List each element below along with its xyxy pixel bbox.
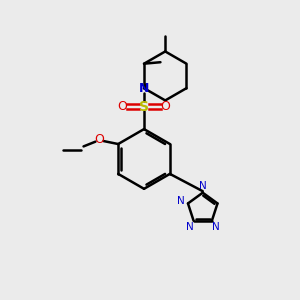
Text: S: S: [139, 100, 149, 114]
Text: N: N: [212, 222, 220, 232]
Text: N: N: [177, 196, 185, 206]
Text: O: O: [118, 100, 128, 113]
Text: N: N: [139, 82, 149, 95]
Text: N: N: [185, 222, 193, 232]
Text: N: N: [199, 181, 207, 190]
Text: O: O: [160, 100, 170, 113]
Text: O: O: [95, 133, 105, 146]
